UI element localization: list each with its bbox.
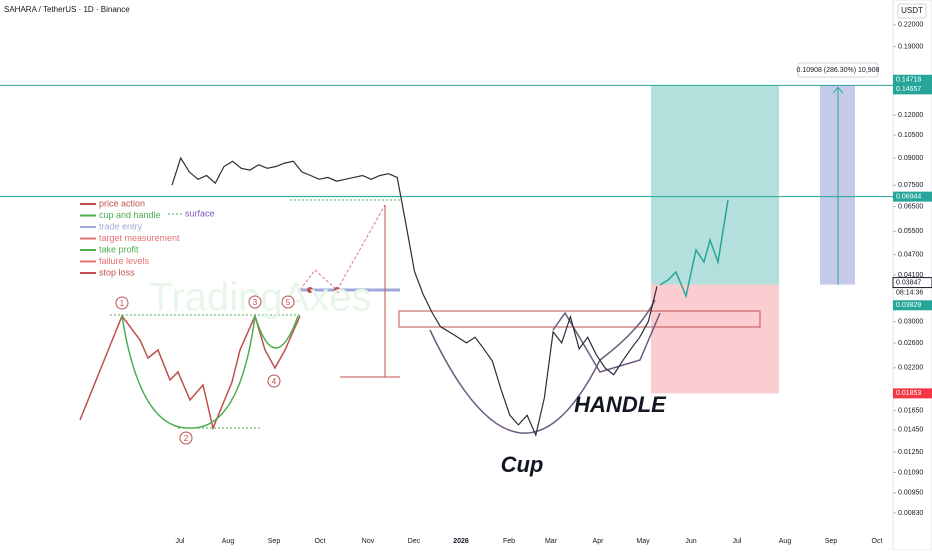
y-tick-label: 0.03000 xyxy=(898,318,923,325)
legend-label: target measurement xyxy=(99,233,180,243)
price-label-bg xyxy=(893,74,932,85)
legend-label: take profit xyxy=(99,244,139,254)
inset-price xyxy=(79,313,301,431)
legend-label: trade entry xyxy=(99,221,143,231)
chart-title: SAHARA / TetherUS · 1D · Binance xyxy=(4,5,130,14)
watermark: TradingAxes xyxy=(148,276,371,320)
marker-circle xyxy=(267,374,281,388)
y-tick-label: 0.10500 xyxy=(898,132,923,139)
price-label-bg xyxy=(892,277,932,289)
currency-box xyxy=(897,3,927,19)
currency: USDT xyxy=(901,6,923,15)
inset-markers: 1 2 3 4 5 xyxy=(115,295,295,445)
marker-circle xyxy=(115,296,129,310)
y-tick-label: 0.07500 xyxy=(898,182,923,189)
x-tick-label: Jul xyxy=(733,538,742,545)
y-tick-label: 0.01450 xyxy=(898,427,923,434)
price-label: 0.03847 xyxy=(896,279,921,286)
y-tick-label: 0.01250 xyxy=(898,449,923,456)
y-tick-label: 0.01090 xyxy=(898,469,923,476)
x-tick-label: Oct xyxy=(872,538,883,545)
y-tick-label: 0.09000 xyxy=(898,155,923,162)
x-tick-label: Aug xyxy=(779,538,792,545)
handle-curve xyxy=(552,311,661,373)
y-tick-label: 0.01650 xyxy=(898,408,923,415)
x-tick-label: May xyxy=(636,538,650,545)
x-tick-label: Dec xyxy=(408,538,421,545)
legend-label: stop loss xyxy=(99,267,135,277)
legend-label: failure levels xyxy=(99,256,150,266)
countdown: 08:14:36 xyxy=(896,289,923,296)
y-tick-label: 0.04100 xyxy=(898,272,923,279)
marker-circle xyxy=(179,431,193,445)
marker-label: 1 xyxy=(120,299,125,308)
price-label-bg xyxy=(893,191,932,202)
plot xyxy=(171,156,658,438)
x-tick-label: Mar xyxy=(545,538,558,545)
handle-label: HANDLE xyxy=(574,392,667,417)
marker-label: 3 xyxy=(253,298,258,307)
y-tick-label: 0.00950 xyxy=(898,490,923,497)
inset: TradingAxes surface xyxy=(78,198,402,447)
inset-dot xyxy=(334,287,340,293)
price-label: 0.14718 xyxy=(896,77,921,84)
measure-arrowhead xyxy=(832,86,844,94)
inset-target xyxy=(299,204,386,291)
x-tick-label: Sep xyxy=(268,538,281,545)
entry-zone xyxy=(398,310,761,328)
price-label: 0.03829 xyxy=(896,302,921,309)
measure-label: 0.10908 (286.30%) 10,908 xyxy=(797,67,880,74)
marker-label: 4 xyxy=(272,377,277,386)
y-tick-label: 0.12000 xyxy=(898,112,923,119)
measure-box xyxy=(797,62,879,78)
price-label: 0.06944 xyxy=(896,193,921,200)
x-tick-label: Oct xyxy=(315,538,326,545)
price-label-bg xyxy=(893,300,932,311)
price-label: 0.01853 xyxy=(896,390,921,397)
inset-handle xyxy=(254,315,299,349)
x-tick-label: Sep xyxy=(825,538,838,545)
x-tick-label: Nov xyxy=(362,538,375,545)
legend-label: price action xyxy=(99,198,145,208)
marker-label: 2 xyxy=(184,434,189,443)
x-tick-label: Feb xyxy=(503,538,515,545)
projection xyxy=(659,199,729,299)
price-label-bg xyxy=(893,84,932,95)
cup-curve xyxy=(429,299,656,434)
y-tick-label: 0.05500 xyxy=(898,228,923,235)
inset-bg xyxy=(78,198,402,447)
price-line xyxy=(171,156,658,438)
y-tick-label: 0.02200 xyxy=(898,365,923,372)
price-label: 0.14657 xyxy=(896,86,921,93)
x-tick-label: Jul xyxy=(176,538,185,545)
x-tick-label: Aug xyxy=(222,538,235,545)
y-tick-label: 0.00830 xyxy=(898,510,923,517)
x-tick-label: 2026 xyxy=(453,538,469,545)
marker-circle xyxy=(248,295,262,309)
cup-label: Cup xyxy=(501,452,544,477)
marker-circle xyxy=(281,295,295,309)
inset-dot xyxy=(307,287,313,293)
y-tick-label: 0.04700 xyxy=(898,252,923,259)
surface-label: surface xyxy=(185,208,215,218)
price-label-bg xyxy=(893,388,932,399)
x-tick-label: Apr xyxy=(593,538,605,545)
marker-label: 5 xyxy=(286,298,291,307)
y-tick-label: 0.02600 xyxy=(898,340,923,347)
stop-loss-zone xyxy=(651,284,779,394)
y-tick-label: 0.22000 xyxy=(898,22,923,29)
zones xyxy=(0,84,893,394)
x-tick-label: Jun xyxy=(685,538,696,545)
legend-label: cup and handle xyxy=(99,210,161,220)
y-tick-label: 0.06500 xyxy=(898,203,923,210)
take-profit-zone xyxy=(651,85,779,285)
y-tick-label: 0.19000 xyxy=(898,44,923,51)
